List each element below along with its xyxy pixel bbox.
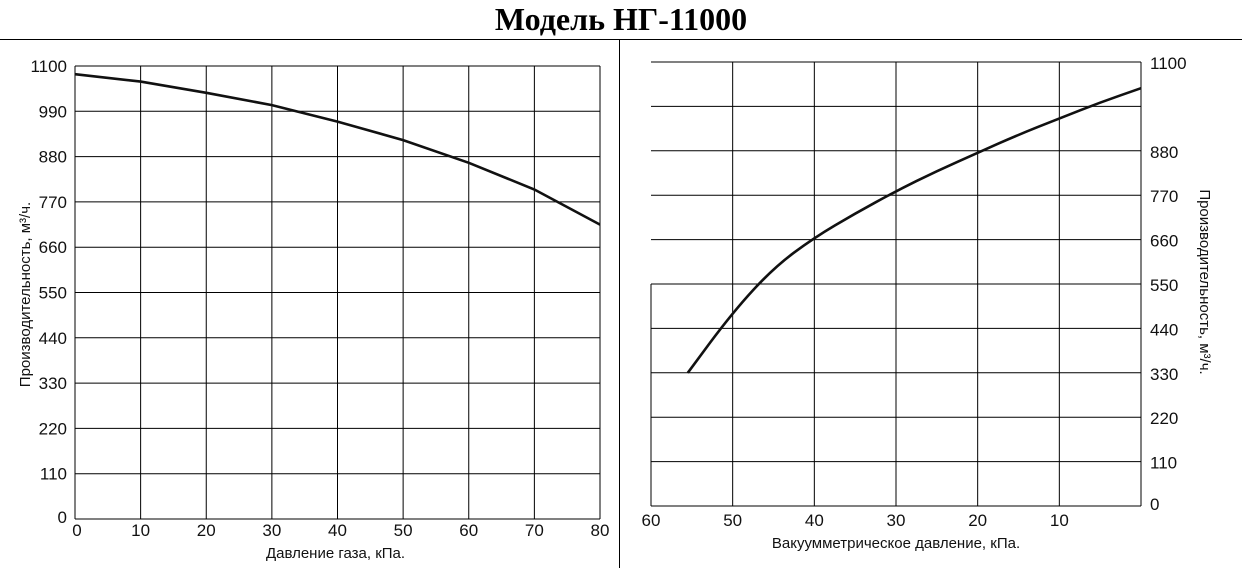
page-title: Модель НГ-11000 xyxy=(494,1,748,37)
pressure-chart-x-tick: 30 xyxy=(262,521,281,540)
vacuum-chart-x-tick: 60 xyxy=(642,511,661,530)
vacuum-chart-x-ticks: 60 50 40 30 20 10 xyxy=(642,511,1069,530)
title-divider xyxy=(0,39,1242,40)
vacuum-chart-y-tick: 770 xyxy=(1150,187,1178,206)
vacuum-chart-y-tick: 220 xyxy=(1150,409,1178,428)
vacuum-chart-y-tick: 440 xyxy=(1150,320,1178,339)
vacuum-chart-y-tick: 660 xyxy=(1150,232,1178,251)
pressure-chart-y-tick: 440 xyxy=(39,329,67,348)
vacuum-chart-y-tick: 880 xyxy=(1150,143,1178,162)
pressure-chart-y-tick: 330 xyxy=(39,374,67,393)
pressure-chart-x-tick: 60 xyxy=(459,521,478,540)
panel-divider xyxy=(619,39,620,568)
pressure-chart-y-tick: 660 xyxy=(39,238,67,257)
vacuum-chart-x-tick: 50 xyxy=(723,511,742,530)
pressure-chart-y-ticks: 0 110 220 330 440 550 660 770 880 990 1100 xyxy=(30,57,67,527)
pressure-chart-x-tick: 20 xyxy=(197,521,216,540)
pressure-chart-grid xyxy=(74,65,601,520)
vacuum-chart-y-tick: 110 xyxy=(1150,454,1177,473)
pressure-chart-y-tick: 110 xyxy=(40,465,67,484)
pressure-chart-series-line xyxy=(74,72,601,226)
vacuum-chart-y-label: Производительность, м³/ч. xyxy=(1196,189,1213,374)
pressure-chart-x-ticks: 0 10 20 30 40 50 60 70 80 xyxy=(72,521,609,540)
pressure-chart-y-tick: 1100 xyxy=(30,57,67,76)
pressure-chart-x-tick: 10 xyxy=(131,521,150,540)
vacuum-chart-grid xyxy=(650,61,1142,507)
vacuum-chart-y-tick: 550 xyxy=(1150,276,1178,295)
pressure-chart-x-tick: 50 xyxy=(394,521,413,540)
pressure-chart-x-tick: 40 xyxy=(328,521,347,540)
vacuum-chart-series-line xyxy=(686,86,1142,374)
pressure-chart-y-tick: 770 xyxy=(39,193,67,212)
pressure-chart-y-tick: 990 xyxy=(39,102,67,121)
vacuum-chart-x-tick: 30 xyxy=(887,511,906,530)
vacuum-chart-y-tick: 1100 xyxy=(1150,54,1187,73)
pressure-chart-y-tick: 220 xyxy=(39,419,67,438)
vacuum-chart-x-tick: 40 xyxy=(805,511,824,530)
pressure-chart-x-tick: 0 xyxy=(72,521,81,540)
vacuum-chart-x-tick: 10 xyxy=(1050,511,1069,530)
pressure-chart-y-label: Производительность, м³/ч. xyxy=(17,202,34,387)
vacuum-chart-y-tick: 330 xyxy=(1150,365,1178,384)
pressure-chart: 0 10 20 30 40 50 60 70 80 0 110 220 330 440 550 660 770… xyxy=(17,57,609,562)
pressure-chart-y-tick: 550 xyxy=(39,284,67,303)
pressure-chart-y-tick: 880 xyxy=(39,148,67,167)
pressure-chart-y-tick: 0 xyxy=(58,508,67,527)
vacuum-chart-x-label: Вакуумметрическое давление, кПа. xyxy=(772,535,1020,552)
vacuum-chart-x-tick: 20 xyxy=(968,511,987,530)
pressure-chart-x-tick: 80 xyxy=(591,521,610,540)
vacuum-chart-y-tick: 0 xyxy=(1150,495,1159,514)
pressure-chart-x-label: Давление газа, кПа. xyxy=(266,545,405,562)
pressure-chart-x-tick: 70 xyxy=(525,521,544,540)
vacuum-chart-y-ticks: 0 110 220 330 440 550 660 770 880 1100 xyxy=(1150,54,1187,514)
